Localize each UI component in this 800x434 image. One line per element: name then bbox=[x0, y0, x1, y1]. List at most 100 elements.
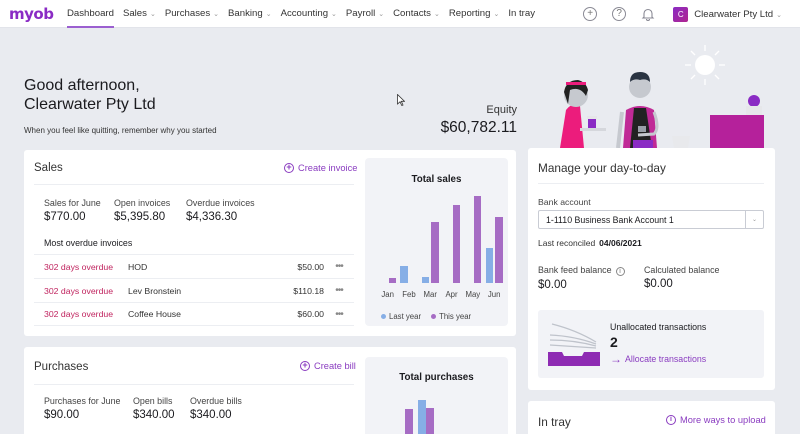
x-tick: May bbox=[465, 290, 481, 299]
bank-account-select[interactable]: 1-1110 Business Bank Account 1 ⌄ bbox=[538, 210, 764, 229]
motto-text: When you feel like quitting, remember wh… bbox=[24, 126, 217, 135]
nav-dashboard[interactable]: Dashboard bbox=[67, 0, 114, 28]
chevron-down-icon: ⌄ bbox=[149, 10, 156, 18]
greeting: Good afternoon, Clearwater Pty Ltd bbox=[24, 76, 156, 114]
nav-purchases[interactable]: Purchases ⌄ bbox=[165, 0, 219, 28]
overdue-bills[interactable]: Overdue bills $340.00 bbox=[190, 396, 242, 421]
bar-group-apr bbox=[441, 188, 462, 283]
metric-value: $0.00 bbox=[644, 278, 673, 290]
chevron-down-icon: ⌄ bbox=[493, 10, 500, 18]
chevron-down-icon[interactable]: ⌄ bbox=[745, 211, 763, 228]
card-title: Purchases bbox=[34, 361, 89, 373]
nav-label: In tray bbox=[508, 8, 536, 19]
invoice-amount: $50.00 bbox=[297, 261, 324, 272]
nav-banking[interactable]: Banking ⌄ bbox=[228, 0, 272, 28]
nav-actions: + ? C Clearwater Pty Ltd ⌄ bbox=[583, 0, 800, 28]
nav-label: Sales bbox=[122, 8, 147, 19]
more-options-icon[interactable]: ••• bbox=[335, 285, 344, 296]
nav-label: Dashboard bbox=[67, 8, 114, 19]
more-ways-to-upload-link[interactable]: i More ways to upload bbox=[666, 415, 766, 425]
bar-group-mar bbox=[420, 188, 441, 283]
chevron-down-icon: ⌄ bbox=[265, 10, 272, 18]
nav-accounting[interactable]: Accounting ⌄ bbox=[281, 0, 337, 28]
bar-this-year bbox=[452, 205, 461, 283]
more-options-icon[interactable]: ••• bbox=[335, 261, 344, 272]
nav-label: Payroll bbox=[345, 8, 376, 19]
nav-contacts[interactable]: Contacts ⌄ bbox=[393, 0, 440, 28]
unallocated-label: Unallocated transactions bbox=[610, 322, 707, 332]
arrow-right-icon: → bbox=[610, 352, 622, 366]
nav-sales[interactable]: Sales ⌄ bbox=[123, 0, 156, 28]
nav-payroll[interactable]: Payroll ⌄ bbox=[346, 0, 384, 28]
last-reconciled-label: Last reconciled bbox=[538, 238, 596, 248]
add-icon[interactable]: + bbox=[583, 7, 598, 21]
bank-account-label: Bank account bbox=[538, 197, 591, 207]
cafe-illustration bbox=[560, 45, 764, 148]
business-name: Clearwater Pty Ltd bbox=[694, 8, 774, 20]
overdue-status: 302 days overdue bbox=[44, 309, 114, 319]
nav-reporting[interactable]: Reporting ⌄ bbox=[449, 0, 499, 28]
total-purchases-chart: Total purchases bbox=[365, 357, 508, 434]
last-reconciled: Last reconciled 04/06/2021 bbox=[538, 238, 642, 248]
metric-label: Sales for June bbox=[44, 198, 101, 208]
legend-dot-last-year bbox=[381, 314, 386, 319]
calculated-balance: Calculated balance $0.00 bbox=[644, 265, 720, 290]
more-options-icon[interactable]: ••• bbox=[335, 308, 344, 320]
metric-value: $340.00 bbox=[133, 409, 175, 421]
divider bbox=[34, 184, 354, 185]
unallocated-transactions-panel: Unallocated transactions 2 → Allocate tr… bbox=[538, 310, 764, 378]
x-tick: Mar bbox=[423, 290, 437, 299]
create-bill-link[interactable]: + Create bill bbox=[300, 361, 356, 371]
manage-day-to-day-card: Manage your day-to-day Bank account 1-11… bbox=[528, 148, 775, 390]
legend-label: This year bbox=[439, 312, 472, 321]
metric-value: $340.00 bbox=[190, 409, 232, 421]
bar-group-jun bbox=[483, 188, 504, 283]
card-title: Sales bbox=[34, 162, 63, 174]
mouse-cursor-icon bbox=[397, 94, 405, 106]
metric-label: Overdue bills bbox=[190, 396, 242, 406]
most-overdue-heading: Most overdue invoices bbox=[44, 238, 133, 248]
total-sales-chart: Total sales Jan Feb Mar Apr May Jun Last… bbox=[365, 158, 508, 326]
bar-this-year bbox=[426, 408, 434, 434]
chart-bars bbox=[377, 188, 505, 283]
overdue-status: 302 days overdue bbox=[44, 261, 114, 272]
invoice-amount: $110.18 bbox=[293, 285, 324, 296]
bar-group-jan bbox=[377, 188, 398, 283]
divider bbox=[34, 384, 354, 385]
invoice-row[interactable]: 302 days overdue Coffee House $60.00 ••• bbox=[34, 302, 354, 326]
bell-icon[interactable] bbox=[641, 7, 655, 21]
selected-bank-account: 1-1110 Business Bank Account 1 bbox=[546, 214, 674, 225]
top-navigation: myob Dashboard Sales ⌄ Purchases ⌄ Banking… bbox=[0, 0, 800, 28]
metric-value: $4,336.30 bbox=[186, 211, 238, 223]
chevron-down-icon: ⌄ bbox=[776, 11, 782, 19]
sales-card: Sales + Create invoice Sales for June $7… bbox=[24, 150, 516, 336]
invoice-row[interactable]: 302 days overdue Lev Bronstein $110.18 •… bbox=[34, 278, 354, 302]
card-title: In tray bbox=[538, 415, 571, 429]
help-icon[interactable]: ? bbox=[612, 7, 627, 21]
link-label: More ways to upload bbox=[680, 415, 766, 425]
open-bills[interactable]: Open bills $340.00 bbox=[133, 396, 175, 421]
overdue-invoices[interactable]: Overdue invoices $4,336.30 bbox=[186, 198, 255, 223]
allocate-transactions-link[interactable]: → Allocate transactions bbox=[610, 352, 706, 366]
customer-name: Coffee House bbox=[128, 309, 181, 319]
chart-title: Total purchases bbox=[399, 372, 474, 383]
legend-label: Last year bbox=[389, 312, 422, 321]
open-invoices[interactable]: Open invoices $5,395.80 bbox=[114, 198, 170, 223]
metric-value: $90.00 bbox=[44, 409, 80, 421]
bar-this-year bbox=[388, 278, 397, 283]
business-avatar[interactable]: C bbox=[673, 6, 689, 22]
create-invoice-link[interactable]: + Create invoice bbox=[284, 163, 357, 173]
myob-logo[interactable]: myob bbox=[9, 4, 54, 23]
x-tick: Jun bbox=[487, 290, 501, 299]
invoice-row[interactable]: 302 days overdue HOD $50.00 ••• bbox=[34, 254, 354, 278]
plus-circle-icon: + bbox=[300, 361, 310, 371]
nav-in-tray[interactable]: In tray bbox=[508, 0, 535, 28]
chart-legend: Last year This year bbox=[381, 312, 471, 321]
sales-for-month: Sales for June $770.00 bbox=[44, 198, 101, 223]
x-axis-labels: Jan Feb Mar Apr May Jun bbox=[377, 290, 505, 299]
business-switcher[interactable]: Clearwater Pty Ltd ⌄ bbox=[694, 9, 782, 20]
info-icon[interactable]: i bbox=[615, 267, 625, 276]
bar-this-year bbox=[473, 196, 482, 283]
card-title: Manage your day-to-day bbox=[538, 161, 666, 175]
nav-label: Purchases bbox=[164, 8, 211, 19]
